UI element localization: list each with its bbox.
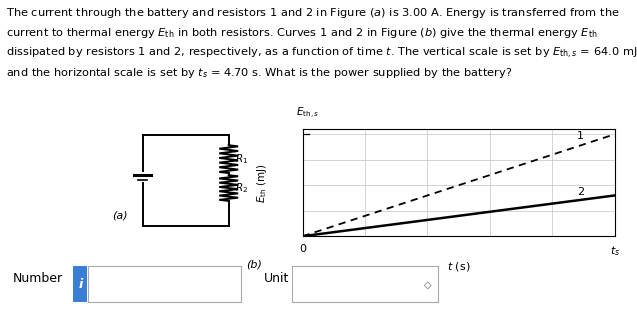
Text: $t$ (s): $t$ (s) [447, 260, 470, 273]
Text: The current through the battery and resistors 1 and 2 in Figure ($a$) is 3.00 A.: The current through the battery and resi… [6, 6, 637, 80]
Text: $E_{\rm th}$ (mJ): $E_{\rm th}$ (mJ) [255, 163, 269, 203]
Text: i: i [78, 278, 82, 291]
Text: (a): (a) [111, 210, 127, 220]
Text: $R_1$: $R_1$ [234, 152, 248, 166]
Text: Number: Number [13, 272, 63, 285]
Text: $R_2$: $R_2$ [234, 181, 248, 195]
Text: Unit: Unit [264, 272, 290, 285]
Text: (b): (b) [247, 260, 262, 270]
Text: 1: 1 [577, 131, 584, 141]
Text: ◇: ◇ [424, 279, 432, 289]
Text: 2: 2 [577, 187, 584, 198]
Text: 0: 0 [299, 244, 306, 255]
Text: $t_s$: $t_s$ [610, 244, 620, 258]
Text: $E_{{\rm th},s}$: $E_{{\rm th},s}$ [296, 106, 320, 121]
